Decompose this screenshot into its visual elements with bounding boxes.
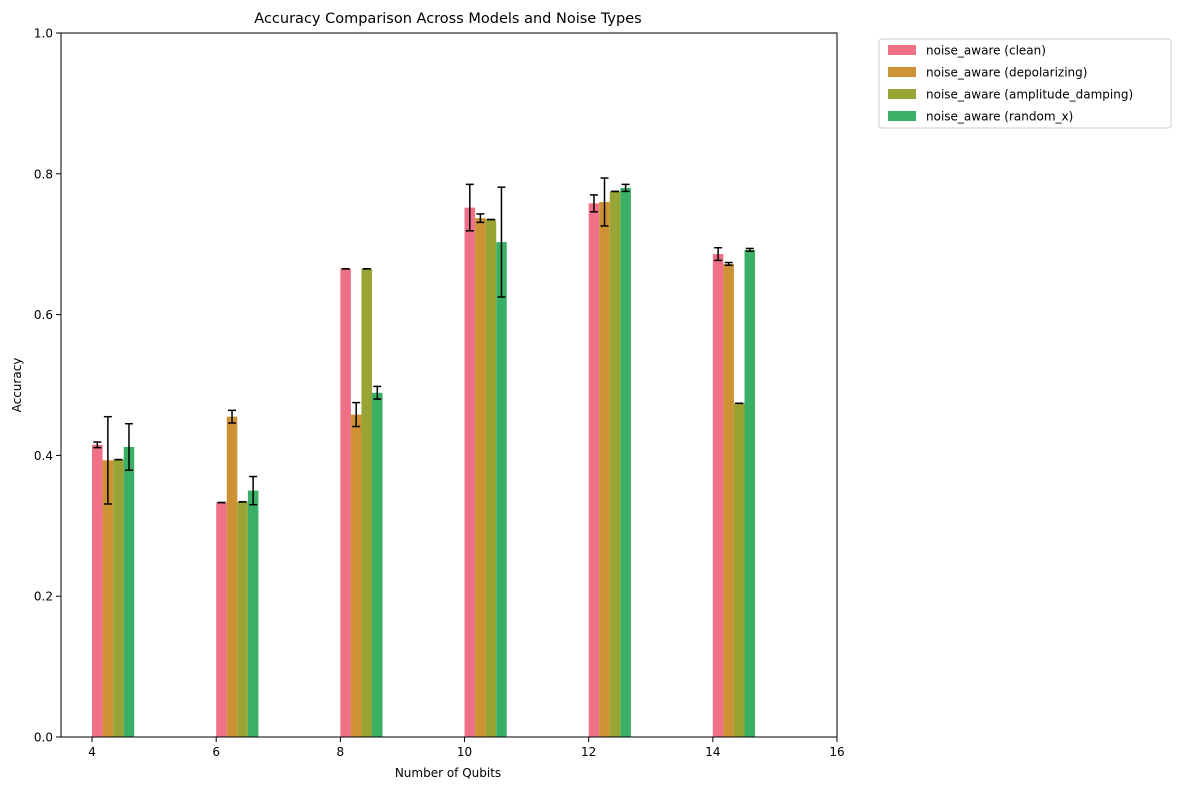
bar-noise-aware-depolarizing--12 [599,201,610,737]
error-bar-noise-aware-clean--12 [589,194,598,213]
legend-label: noise_aware (clean) [926,44,1046,58]
bar-noise-aware-amplitude-damping--12 [609,191,621,737]
chart-title: Accuracy Comparison Across Models and No… [254,11,641,27]
bar-noise-aware-amplitude-damping--14 [733,403,745,737]
bar-noise-aware-depolarizing--4 [102,460,114,737]
bar-noise-aware-amplitude-damping--10 [485,219,497,737]
legend-label: noise_aware (random_x) [926,110,1073,124]
error-bar-noise-aware-depolarizing--6 [228,409,237,424]
legend-item-noise-aware-amplitude-damping-: noise_aware (amplitude_damping) [888,88,1133,102]
error-bar-noise-aware-random-x--4 [124,422,133,471]
legend-label: noise_aware (depolarizing) [926,66,1087,80]
bar-noise-aware-clean--12 [588,203,600,737]
x-axis: 4 6 8 10 12 14 16 [88,737,845,759]
y-tick-label: 0.2 [34,590,53,604]
legend-swatch [888,89,916,99]
bar-noise-aware-random-x--14 [744,249,756,737]
legend-item-noise-aware-random-x-: noise_aware (random_x) [888,110,1073,124]
error-bar-noise-aware-depolarizing--12 [600,177,609,227]
error-bar-noise-aware-clean--10 [465,183,474,232]
bar-noise-aware-random-x--10 [496,242,507,737]
error-bars-layer [93,177,754,506]
legend-item-noise-aware-clean-: noise_aware (clean) [888,44,1046,58]
bar-noise-aware-random-x--8 [372,392,383,737]
y-tick-label: 0.4 [34,449,53,463]
bar-noise-aware-depolarizing--10 [475,218,486,737]
y-tick-label: 1.0 [34,27,53,41]
y-axis-label: Accuracy [10,358,24,413]
error-bar-noise-aware-depolarizing--14 [724,261,733,267]
x-tick-label: 8 [337,745,345,759]
bar-noise-aware-amplitude-damping--8 [361,268,373,737]
bar-noise-aware-depolarizing--14 [723,263,734,737]
legend-swatch [888,45,916,55]
bar-noise-aware-clean--10 [464,207,476,738]
error-bar-noise-aware-depolarizing--8 [352,401,361,428]
legend: noise_aware (clean) noise_aware (depolari… [878,38,1172,129]
bar-noise-aware-amplitude-damping--6 [237,501,248,737]
legend-swatch [888,67,916,77]
legend-label: noise_aware (amplitude_damping) [926,88,1133,102]
x-tick-label: 4 [88,745,96,759]
bar-noise-aware-amplitude-damping--4 [113,459,124,737]
x-tick-label: 16 [829,745,844,759]
legend-frame [878,38,1172,129]
x-axis-label: Number of Qubits [395,766,501,780]
bar-noise-aware-random-x--12 [620,187,631,737]
x-tick-label: 12 [581,745,596,759]
y-axis: 0.0 0.2 0.4 0.6 0.8 1.0 [34,27,61,745]
error-bar-noise-aware-random-x--12 [621,183,630,193]
bar-noise-aware-random-x--4 [123,446,135,737]
y-tick-label: 0.0 [34,731,53,745]
bar-noise-aware-clean--14 [712,254,724,737]
bar-noise-aware-depolarizing--6 [226,416,238,737]
error-bar-noise-aware-random-x--14 [745,247,754,252]
bar-noise-aware-clean--8 [340,268,351,737]
error-bar-noise-aware-clean--14 [714,246,723,262]
bar-noise-aware-clean--6 [216,502,227,737]
error-bar-noise-aware-depolarizing--10 [476,213,485,224]
legend-item-noise-aware-depolarizing-: noise_aware (depolarizing) [888,66,1087,80]
error-bar-noise-aware-random-x--10 [497,186,506,298]
x-tick-label: 6 [212,745,220,759]
plot-area-frame [60,32,838,738]
bars-layer [92,187,756,738]
bar-noise-aware-depolarizing--8 [350,414,362,737]
error-bar-noise-aware-random-x--8 [373,385,382,400]
y-tick-label: 0.6 [34,308,53,322]
x-tick-label: 10 [457,745,472,759]
y-tick-label: 0.8 [34,167,53,181]
error-bar-noise-aware-depolarizing--4 [103,415,112,505]
legend-swatch [888,111,916,121]
bar-noise-aware-random-x--6 [247,490,259,737]
bar-noise-aware-clean--4 [92,444,103,737]
x-tick-label: 14 [705,745,720,759]
error-bar-noise-aware-random-x--6 [249,475,258,506]
error-bar-noise-aware-clean--4 [93,441,102,449]
